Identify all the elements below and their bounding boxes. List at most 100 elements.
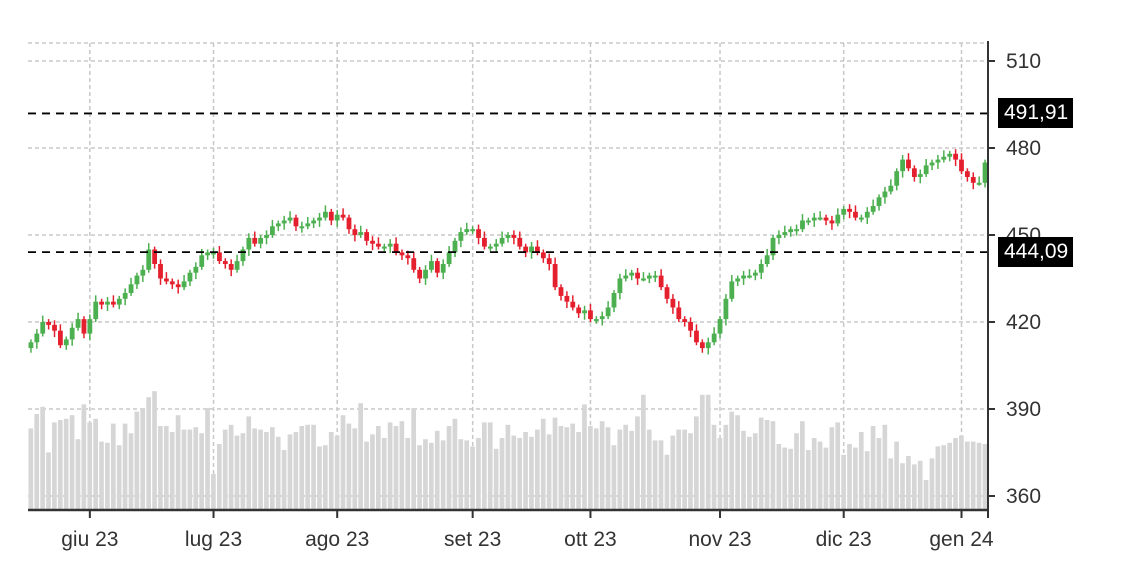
candle-up	[888, 185, 894, 192]
candle-up	[323, 211, 328, 218]
volume-bar	[876, 438, 882, 510]
volume-bar	[140, 408, 146, 510]
volume-bar	[847, 444, 852, 510]
candle-up	[429, 261, 434, 270]
candle-down	[546, 258, 552, 264]
volume-bar	[334, 435, 340, 510]
volume-bar	[546, 434, 552, 510]
candle-up	[116, 298, 122, 305]
volume-bar	[28, 428, 34, 510]
volume-bar	[181, 429, 187, 510]
candle-down	[847, 208, 852, 212]
volume-bar	[764, 420, 770, 510]
volume-bar	[222, 429, 228, 510]
volume-bars	[28, 391, 988, 510]
candle-down	[953, 153, 959, 160]
candle-down	[346, 217, 352, 230]
candle-down	[99, 301, 105, 305]
volume-bar	[629, 430, 634, 510]
volume-bar	[63, 418, 69, 510]
candle-down	[911, 168, 917, 177]
candle-down	[217, 252, 222, 262]
volume-bar	[652, 440, 658, 510]
candle-up	[34, 333, 40, 343]
candle-up	[882, 191, 888, 198]
candle-down	[405, 255, 411, 259]
candle-up	[211, 252, 216, 255]
volume-bar	[352, 428, 358, 510]
volume-bar	[676, 429, 682, 510]
x-tick-label: gen 24	[929, 528, 994, 551]
candle-down	[670, 298, 676, 308]
volume-bar	[105, 442, 110, 510]
volume-bar	[122, 423, 128, 510]
candle-up	[258, 237, 264, 244]
candle-up	[452, 240, 458, 253]
candle-down	[853, 211, 858, 218]
candle-up	[305, 223, 311, 227]
candle-down	[564, 295, 570, 302]
candle-up	[93, 301, 99, 320]
candle-up	[240, 249, 246, 262]
volume-bar	[688, 433, 693, 510]
candle-up	[800, 220, 805, 230]
volume-bar	[858, 432, 864, 510]
candle-down	[676, 307, 682, 320]
candle-down	[664, 287, 670, 299]
candle-up	[917, 174, 923, 177]
volume-bar	[87, 422, 93, 510]
volume-bar	[470, 446, 475, 510]
candle-up	[40, 322, 46, 334]
volume-bar	[947, 442, 952, 510]
volume-bar	[81, 404, 87, 510]
volume-bar	[269, 427, 275, 510]
volume-bar	[552, 417, 558, 510]
candle-down	[376, 243, 381, 247]
candle-up	[817, 217, 823, 220]
candle-up	[794, 229, 799, 232]
volume-bar	[393, 426, 399, 510]
volume-bar	[611, 445, 617, 510]
volume-bar	[535, 429, 540, 510]
volume-bar	[800, 421, 805, 510]
candle-down	[523, 246, 529, 253]
x-tick-label: lug 23	[185, 528, 242, 551]
candle-down	[970, 177, 976, 183]
candle-down	[352, 229, 358, 235]
candle-up	[505, 235, 511, 238]
volume-bar	[152, 391, 157, 510]
volume-bar	[311, 424, 316, 510]
candle-down	[158, 264, 163, 279]
candle-up	[487, 246, 493, 249]
candle-down	[434, 261, 440, 273]
candle-up	[28, 342, 34, 349]
volume-bar	[776, 444, 782, 510]
volume-bar	[758, 417, 764, 510]
y-tick-label: 420	[1006, 311, 1041, 334]
candle-up	[747, 275, 752, 278]
volume-bar	[923, 480, 929, 510]
candle-up	[770, 237, 776, 256]
candle-up	[870, 206, 876, 212]
candle-up	[900, 159, 906, 172]
candle-up	[982, 162, 988, 183]
candle-down	[393, 243, 399, 253]
volume-bar	[93, 418, 98, 510]
candle-up	[122, 293, 128, 299]
volume-bar	[275, 436, 281, 510]
volume-bar	[576, 432, 581, 510]
candle-up	[69, 327, 75, 340]
candle-up	[723, 298, 729, 320]
candle-up	[458, 232, 464, 241]
volume-bar	[340, 415, 346, 510]
volume-bar	[211, 474, 216, 510]
volume-bar	[835, 422, 841, 510]
volume-bar	[664, 454, 670, 510]
candle-up	[717, 319, 723, 334]
volume-bar	[434, 430, 440, 510]
candle-up	[75, 319, 81, 328]
candle-up	[87, 319, 93, 334]
price-candles	[28, 149, 988, 355]
volume-bar	[906, 456, 911, 510]
